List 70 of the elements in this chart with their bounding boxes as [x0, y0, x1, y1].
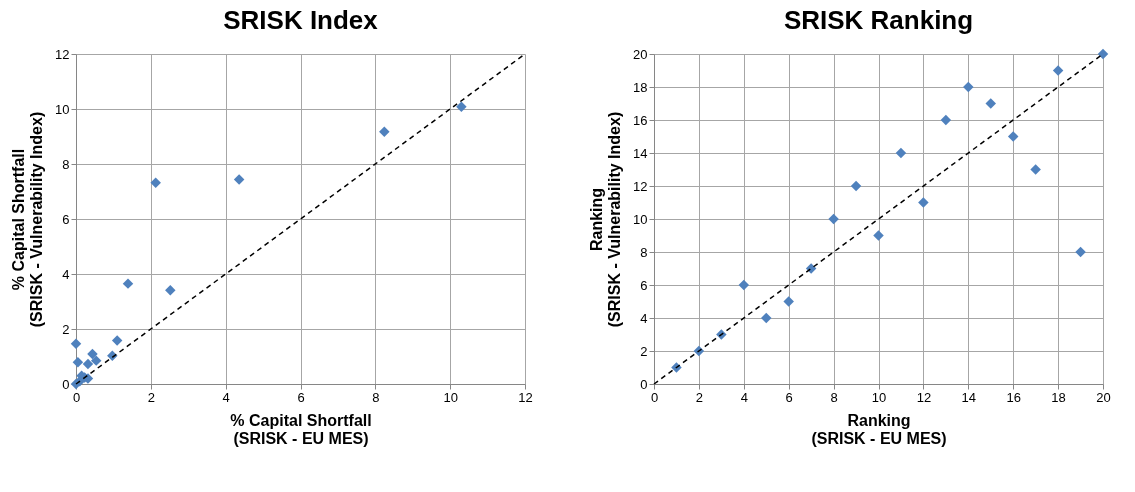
point [90, 355, 102, 366]
point [233, 174, 245, 185]
y-tick-label: 4 [640, 310, 648, 326]
y-tick-label: 18 [633, 79, 648, 95]
y-tick-label: 0 [640, 376, 648, 392]
point [456, 101, 467, 113]
x-axis-title: % Capital Shortfall (SRISK - EU MES) [230, 411, 372, 447]
y-axis-title: Ranking (SRISK - Vulnerability Index) [588, 111, 624, 328]
x-tick-label: 2 [147, 389, 155, 405]
point [1097, 48, 1109, 60]
y-tick-label: 20 [633, 46, 648, 62]
point [828, 213, 839, 225]
x-tick-label: 2 [695, 389, 704, 405]
y-tick-label: 16 [633, 112, 648, 128]
x-tick-label: 0 [72, 389, 81, 405]
y-tick-label: 6 [640, 277, 648, 293]
x-tick-label: 20 [1096, 389, 1111, 405]
y-axis-title: % Capital Shortfall (SRISK - Vulnerability Index) [10, 111, 46, 328]
y-tick-label: 12 [55, 46, 70, 62]
x-tick-label: 10 [443, 389, 458, 405]
y-tick-label: 4 [62, 266, 70, 282]
point [122, 278, 134, 289]
point [150, 177, 161, 188]
chart-title: SRISK Ranking [783, 5, 974, 35]
x-tick-label: 8 [372, 389, 380, 405]
x-tick-label: 6 [297, 389, 305, 405]
point [985, 98, 996, 109]
y-tick-label: 10 [633, 211, 648, 227]
x-axis-title: Ranking (SRISK - EU MES) [811, 411, 947, 447]
point [70, 338, 82, 350]
point [1007, 131, 1019, 142]
chart-title: SRISK Index [223, 5, 379, 35]
point [761, 312, 772, 324]
point [963, 81, 974, 93]
y-tick-label: 2 [640, 343, 648, 359]
point [82, 358, 94, 370]
point [918, 197, 929, 208]
x-tick-label: 8 [830, 389, 838, 405]
x-tick-label: 14 [961, 389, 977, 405]
point [1075, 246, 1086, 258]
y-tick-label: 14 [633, 145, 648, 161]
y-tick-label: 8 [640, 244, 648, 260]
point [1052, 65, 1064, 76]
point [738, 279, 750, 291]
x-tick-label: 4 [740, 389, 748, 405]
point [165, 284, 176, 296]
x-tick-label: 12 [916, 389, 932, 405]
x-tick-label: 18 [1051, 389, 1066, 405]
point [1030, 164, 1041, 175]
y-tick-label: 2 [62, 321, 70, 337]
x-tick-label: 0 [650, 389, 659, 405]
x-tick-label: 6 [785, 389, 793, 405]
y-tick-label: 8 [62, 156, 70, 172]
y-tick-label: 12 [633, 178, 648, 194]
x-tick-label: 16 [1006, 389, 1021, 405]
y-tick-label: 6 [62, 211, 70, 227]
point [850, 180, 862, 192]
y-tick-label: 10 [55, 101, 70, 117]
point [87, 348, 98, 360]
point [111, 335, 123, 346]
point [873, 230, 884, 241]
point [940, 114, 952, 126]
x-tick-label: 10 [871, 389, 887, 405]
point [72, 357, 84, 368]
y-tick-label: 0 [62, 376, 70, 392]
x-tick-label: 4 [222, 389, 230, 405]
point [379, 126, 390, 138]
x-tick-label: 12 [518, 389, 533, 405]
point [783, 296, 794, 307]
point [895, 147, 907, 159]
